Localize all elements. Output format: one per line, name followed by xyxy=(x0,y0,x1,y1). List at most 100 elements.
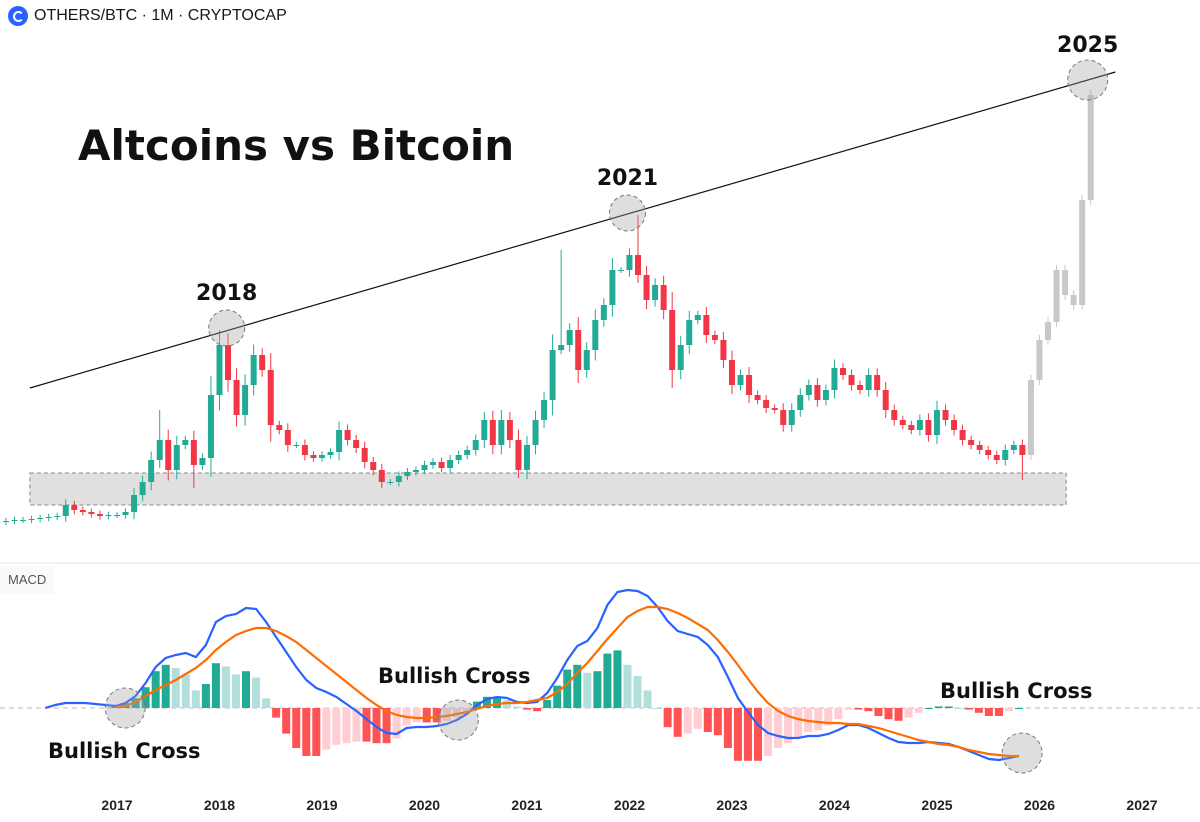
histogram-bar xyxy=(412,708,421,723)
histogram-bar xyxy=(683,708,692,734)
candle xyxy=(336,430,343,452)
bullish-cross-label: Bullish Cross xyxy=(48,739,201,763)
candle xyxy=(891,410,898,420)
histogram-bar xyxy=(703,708,712,732)
candle xyxy=(447,460,454,468)
histogram-bar xyxy=(352,708,361,742)
candle xyxy=(797,395,804,410)
histogram-bar xyxy=(292,708,301,748)
candle xyxy=(942,410,949,420)
candle xyxy=(71,505,78,510)
histogram-bar xyxy=(723,708,732,748)
histogram-bar xyxy=(141,687,150,708)
symbol-title: OTHERS/BTC · 1M · CRYPTOCAP xyxy=(34,7,287,24)
candle xyxy=(993,455,1000,460)
histogram-bar xyxy=(513,706,522,708)
histogram-bar xyxy=(643,690,652,708)
resistance-trendline[interactable] xyxy=(29,71,1116,389)
histogram-bar xyxy=(422,708,431,723)
candle xyxy=(267,370,274,425)
x-tick-label: 2023 xyxy=(716,797,747,813)
bullish-cross-circle xyxy=(437,699,479,741)
candle xyxy=(96,514,103,516)
candle xyxy=(1019,445,1026,455)
histogram-bar xyxy=(884,708,893,720)
x-tick-label: 2018 xyxy=(204,797,235,813)
candle xyxy=(959,430,966,440)
histogram-bar xyxy=(794,708,803,739)
histogram-bar xyxy=(994,708,1003,716)
histogram-bar xyxy=(834,708,843,720)
candle xyxy=(139,482,146,495)
candle xyxy=(635,255,642,275)
candle xyxy=(353,440,360,448)
candle xyxy=(737,375,744,385)
histogram-bar xyxy=(854,708,863,710)
histogram-bar xyxy=(984,708,993,716)
symbol-header[interactable]: OTHERS/BTC · 1M · CRYPTOCAP xyxy=(8,6,287,26)
histogram-bar xyxy=(191,690,200,708)
candle xyxy=(566,330,573,345)
x-tick-label: 2022 xyxy=(614,797,645,813)
peak-circle-2018 xyxy=(208,309,246,347)
histogram-bar xyxy=(282,708,291,734)
x-tick-label: 2017 xyxy=(101,797,132,813)
candle xyxy=(412,470,419,472)
histogram-bar xyxy=(322,708,331,750)
candle xyxy=(746,375,753,395)
bullish-cross-circle xyxy=(1001,732,1043,774)
candle xyxy=(88,512,95,514)
histogram-bar xyxy=(482,696,491,708)
histogram-bar xyxy=(563,669,572,708)
histogram-bar xyxy=(302,708,311,756)
candle xyxy=(754,395,761,400)
candle xyxy=(541,400,548,420)
candle xyxy=(831,368,838,390)
x-tick-label: 2025 xyxy=(921,797,952,813)
histogram-bar xyxy=(342,708,351,744)
histogram-bar xyxy=(382,708,391,744)
histogram-bar xyxy=(553,685,562,708)
candle xyxy=(318,455,325,458)
candle xyxy=(549,350,556,400)
candle xyxy=(259,355,266,370)
peak-circle-2021 xyxy=(608,194,646,232)
candle xyxy=(976,445,983,450)
candle xyxy=(361,448,368,462)
histogram-bar xyxy=(452,708,461,718)
candle xyxy=(190,440,197,465)
projected-candle xyxy=(1027,380,1034,455)
candle xyxy=(865,375,872,390)
histogram-bar xyxy=(543,700,552,708)
candle xyxy=(626,255,633,270)
histogram-bar xyxy=(181,674,190,708)
candle xyxy=(763,400,770,408)
signal-line xyxy=(115,605,1019,758)
histogram-bar xyxy=(914,708,923,713)
projected-candle xyxy=(1087,95,1094,200)
candle xyxy=(378,470,385,482)
histogram-bar xyxy=(362,708,371,742)
histogram-bar xyxy=(221,666,230,708)
candle xyxy=(113,515,120,516)
x-tick-label: 2024 xyxy=(819,797,850,813)
candle xyxy=(814,385,821,400)
histogram-bar xyxy=(653,708,662,709)
histogram-bar xyxy=(784,708,793,744)
chart-title: Altcoins vs Bitcoin xyxy=(78,121,514,170)
candle xyxy=(293,445,300,446)
histogram-bar xyxy=(432,708,441,723)
histogram-bar xyxy=(934,706,943,708)
candle xyxy=(455,455,462,460)
histogram-bar xyxy=(1004,708,1013,712)
histogram-bar xyxy=(573,664,582,708)
projected-candle xyxy=(1053,270,1060,322)
candle xyxy=(37,518,44,519)
histogram-bar xyxy=(231,674,240,708)
candle xyxy=(464,450,471,455)
histogram-bar xyxy=(1015,708,1023,709)
candle xyxy=(908,425,915,430)
histogram-bar xyxy=(663,708,672,728)
histogram-bar xyxy=(332,708,341,745)
